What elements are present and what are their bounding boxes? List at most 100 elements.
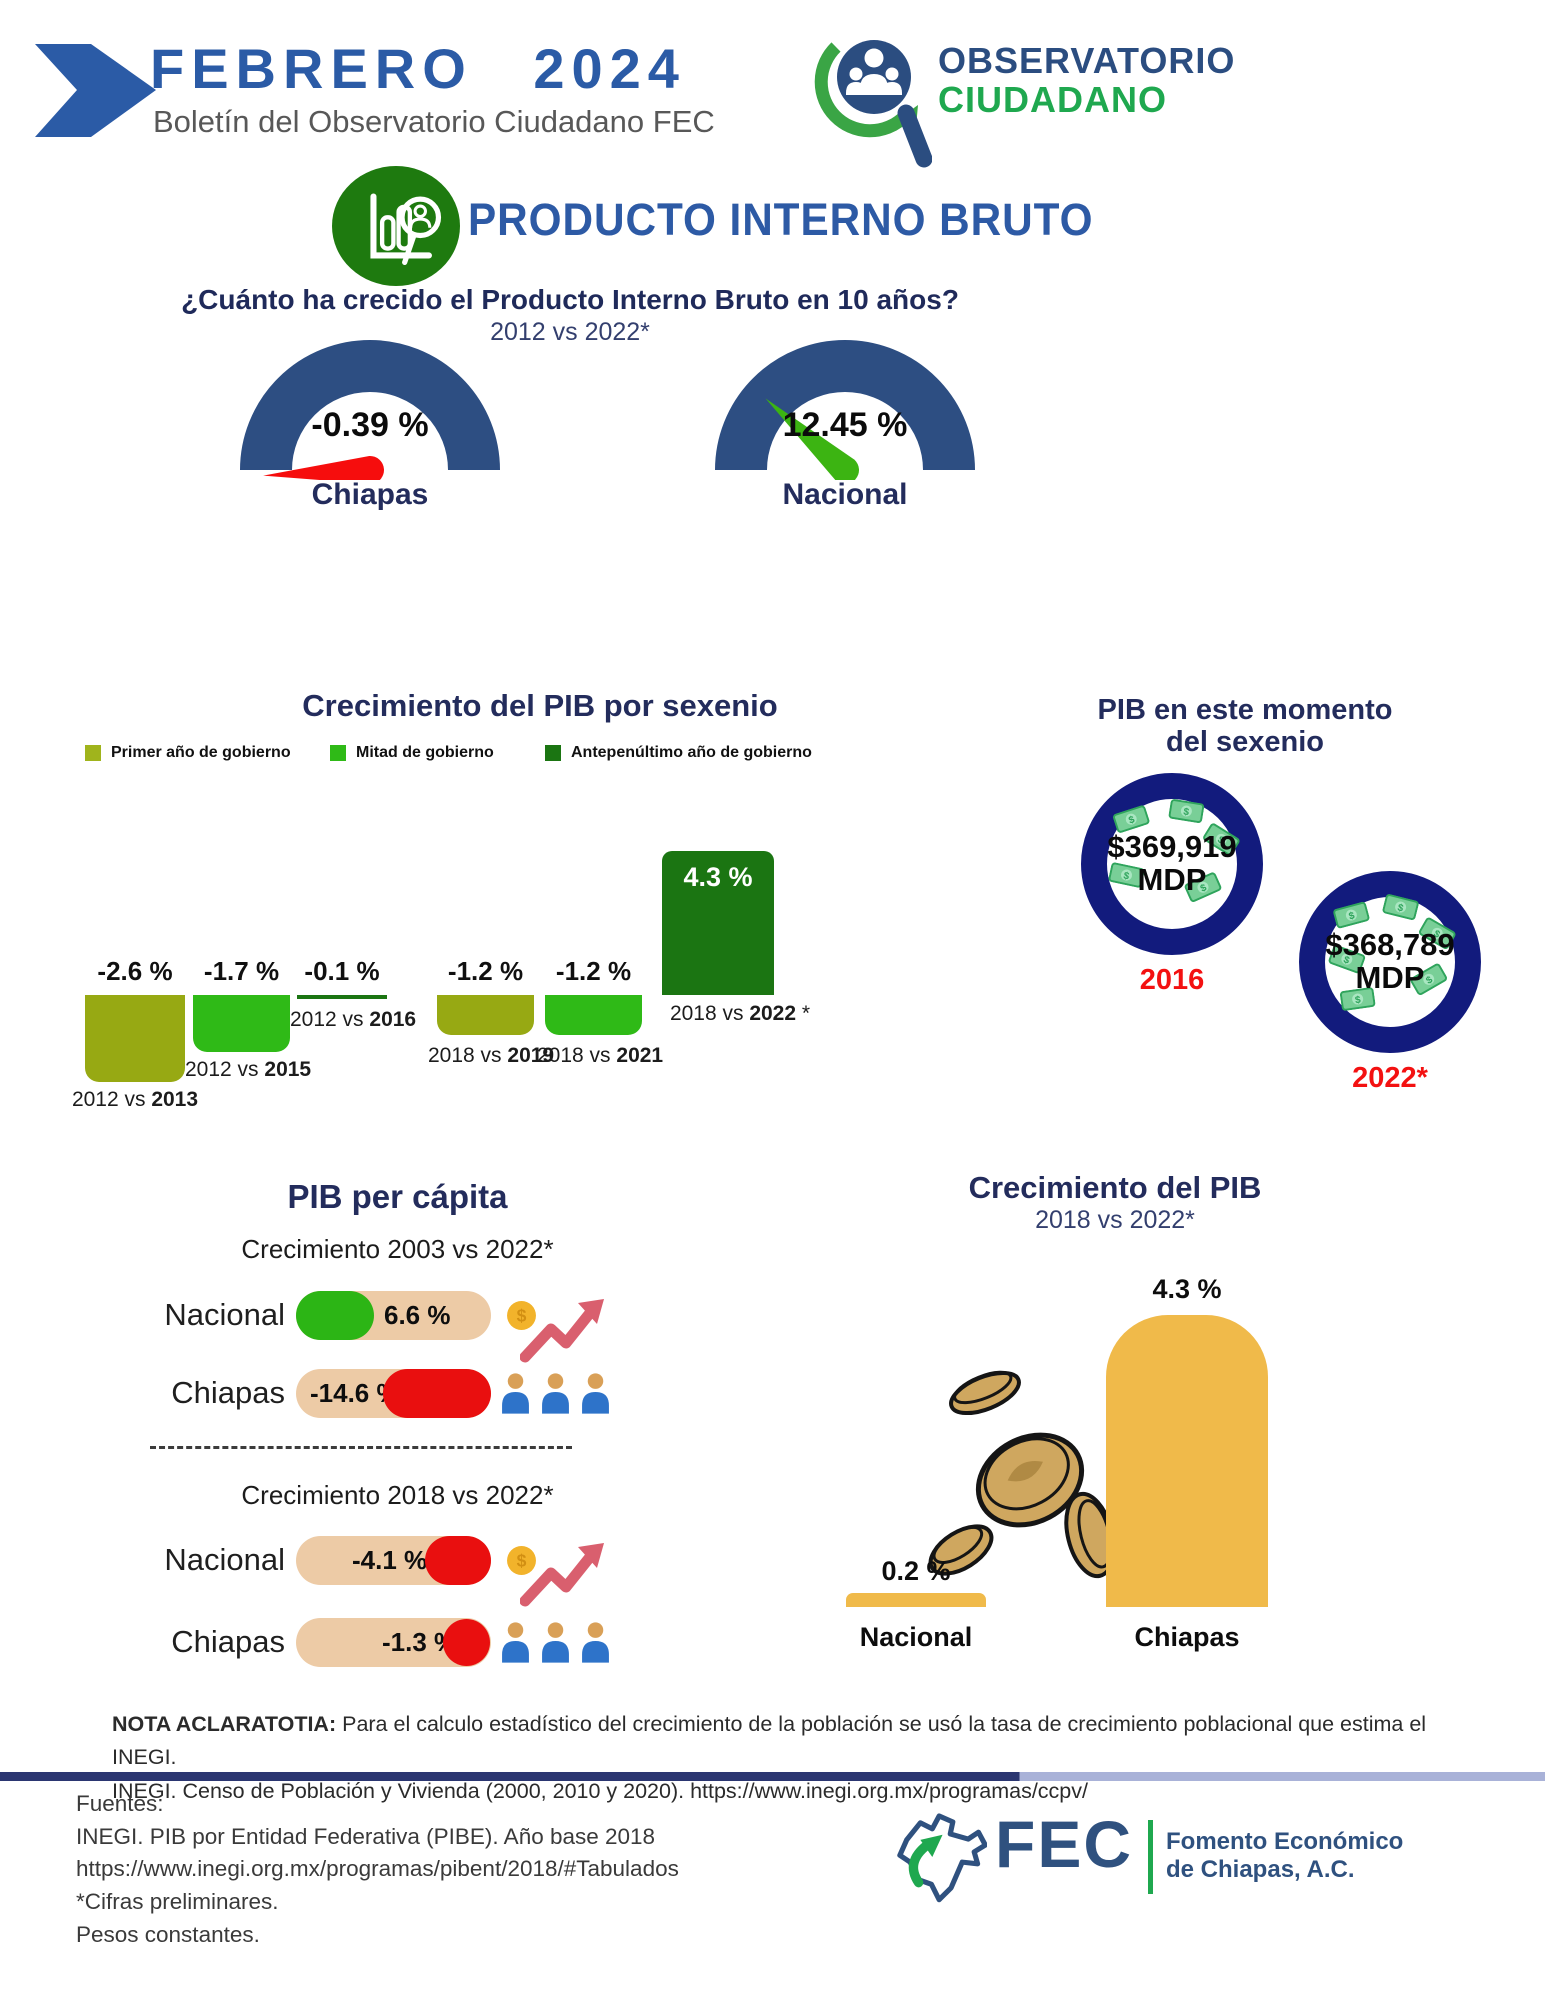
bar-segment-red [425, 1536, 491, 1585]
svg-text:$: $ [1424, 974, 1435, 987]
coin-icon: $ [506, 1300, 537, 1336]
svg-text:$: $ [1122, 871, 1130, 883]
gauge-nacional-label: Nacional [782, 478, 908, 511]
sources-line: *Cifras preliminares. [76, 1888, 279, 1914]
sexenio-title: Crecimiento del PIB por sexenio [302, 688, 778, 723]
percapita-bar-chiapas-2018: -1.3 % [296, 1618, 491, 1667]
momento-title: PIB en este momento del sexenio [1040, 694, 1450, 759]
bar-category-label: 2018 vs 2019 [428, 1044, 555, 1067]
bar-value-label: -1.7 % [203, 956, 280, 986]
pib-unit: MDP [1137, 862, 1207, 897]
svg-text:$: $ [1396, 903, 1404, 915]
bar-2018-2019 [437, 995, 534, 1036]
legend-swatch-green [330, 745, 346, 761]
bar-value-label: -1.2 % [447, 956, 524, 986]
gauge-chiapas [225, 330, 515, 484]
legend-item-antepenultimo: Antepenúltimo año de gobierno [545, 744, 812, 762]
row-region-label: Nacional [164, 1297, 285, 1332]
fec-map-icon [893, 1800, 988, 1914]
falling-coins-illustration [925, 1355, 1125, 1600]
person-icon [500, 1372, 531, 1419]
page-title: FEBRERO 2024 [150, 37, 686, 100]
gauge-nacional-value: 12.45 % [782, 406, 908, 444]
pib-circle-2016: $ $ $ $ $ $369,919 MDP [1081, 773, 1263, 955]
momento-title-line1: PIB en este momento [1097, 694, 1393, 726]
svg-text:$: $ [1215, 835, 1226, 848]
legend-item-mitad: Mitad de gobierno [330, 744, 494, 762]
money-bill-icon: $ [1380, 893, 1419, 925]
fec-org-name: Fomento Económico de Chiapas, A.C. [1166, 1828, 1403, 1883]
legend-swatch-olive [85, 745, 101, 761]
chevron-arrow-icon [35, 44, 160, 137]
logo-line-ciudadano: CIUDADANO [938, 78, 1167, 120]
person-icon [580, 1372, 611, 1419]
logo-line-observatorio: OBSERVATORIO [938, 40, 1236, 81]
clarification-note: NOTA ACLARATOTIA: Para el calculo estadí… [112, 1708, 1457, 1808]
pib-year-2022: 2022* [1352, 1062, 1428, 1094]
svg-text:$: $ [517, 1551, 527, 1571]
bar-category-label: 2018 vs 2021 [537, 1044, 664, 1067]
gold-bar-chiapas [1106, 1314, 1268, 1607]
gold-bar-label: Nacional [859, 1622, 973, 1652]
gold-bar-value: 0.2 % [881, 1556, 951, 1586]
pib-year-2016: 2016 [1139, 964, 1205, 996]
gauge-nacional [700, 330, 990, 484]
money-bill-icon: $ [1107, 862, 1145, 894]
gold-bar-label: Chiapas [1134, 1622, 1240, 1652]
sources-line: Fuentes: [76, 1791, 164, 1816]
section-title-pib: PRODUCTO INTERNO BRUTO [468, 194, 1094, 245]
money-bill-icon: $ [1167, 798, 1205, 828]
bar-value-label: 4.3 % [683, 862, 753, 892]
legend-label: Mitad de gobierno [356, 744, 494, 761]
gold-bar-nacional [846, 1593, 986, 1607]
money-bill-icon: $ [1199, 822, 1241, 861]
bar-category-label: 2012 vs 2013 [71, 1088, 199, 1111]
svg-text:$: $ [1354, 995, 1361, 1007]
legend-swatch-darkgreen [545, 745, 561, 761]
legend-label: Primer año de gobierno [111, 744, 291, 761]
pib-badge-icon [332, 166, 460, 286]
pib-amount-2016: $369,919 [1107, 829, 1237, 865]
money-bill-icon: $ [1409, 962, 1451, 1001]
svg-text:$: $ [1348, 910, 1357, 922]
crecimiento-subtitle: 2018 vs 2022* [1035, 1206, 1195, 1234]
bar-category-label: 2012 vs 2016 [290, 1008, 417, 1031]
row-region-label: Nacional [164, 1542, 285, 1577]
svg-text:$: $ [1431, 928, 1442, 941]
note-text: Para el calculo estadístico del crecimie… [112, 1712, 1427, 1770]
sources-line: Pesos constantes. [76, 1921, 260, 1947]
gauges-period: 2012 vs 2022* [490, 318, 650, 346]
person-icon [580, 1621, 611, 1668]
gauge-needle-green [765, 398, 859, 484]
bar-segment-green [296, 1291, 374, 1340]
bar-value-label: -2.6 % [97, 956, 173, 986]
momento-title-line2: del sexenio [1166, 726, 1324, 759]
money-bill-icon: $ [1332, 901, 1371, 934]
row-region-label: Chiapas [171, 1375, 285, 1410]
svg-text:$: $ [1183, 807, 1191, 819]
pib-unit: MDP [1355, 960, 1425, 995]
svg-text:$: $ [517, 1306, 527, 1326]
growth-arrow-icon [519, 1294, 608, 1371]
row-region-label: Chiapas [171, 1624, 285, 1659]
gauge-chiapas-label: Chiapas [311, 478, 429, 511]
legend-label: Antepenúltimo año de gobierno [571, 744, 812, 761]
bar-segment-red-circle [443, 1619, 490, 1666]
gauge-chiapas-value: -0.39 % [311, 406, 429, 444]
bar-category-label: 2018 vs 2022 * [669, 1002, 811, 1025]
percapita-title: PIB per cápita [287, 1178, 508, 1215]
bar-value-label: -0.1 % [304, 956, 380, 986]
percapita-subtitle-2003: Crecimiento 2003 vs 2022* [241, 1234, 554, 1264]
money-bill-icon: $ [1183, 871, 1224, 908]
percapita-bar-chiapas-2003: -14.6 % [296, 1369, 491, 1418]
sources-line: INEGI. PIB por Entidad Federativa (PIBE)… [76, 1823, 656, 1849]
percapita-bar-nacional-2003: 6.6 % [296, 1291, 491, 1340]
bar-segment-red [383, 1369, 491, 1418]
note-line-1: NOTA ACLARATOTIA: Para el calculo estadí… [112, 1708, 1457, 1775]
money-bill-icon: $ [1339, 987, 1376, 1016]
row-value-label: 6.6 % [384, 1300, 451, 1330]
svg-text:$: $ [1342, 954, 1351, 966]
svg-text:$: $ [1127, 814, 1136, 826]
section-divider [150, 1446, 572, 1449]
